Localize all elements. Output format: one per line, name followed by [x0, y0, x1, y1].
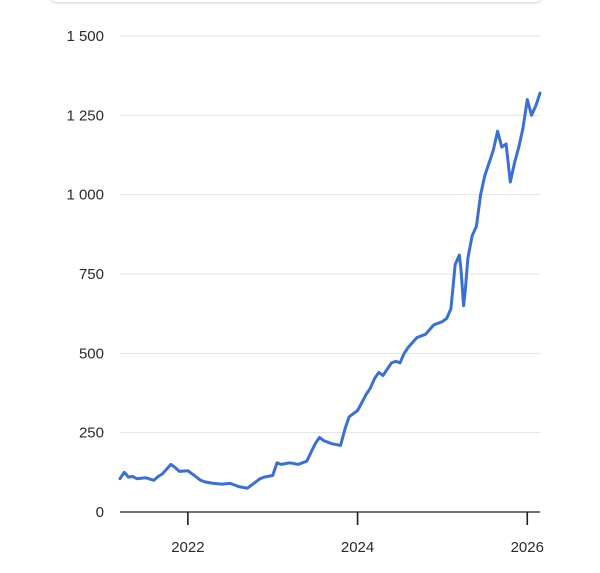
- x-tick-label: 2022: [171, 539, 204, 556]
- x-axis: 2022 2024 2026: [120, 511, 544, 556]
- y-tick-label: 1 250: [66, 107, 104, 124]
- y-tick-label: 1 500: [66, 28, 104, 45]
- y-tick-label: 250: [79, 425, 104, 442]
- top-card-edge: [48, 0, 544, 2]
- series-group: [118, 91, 542, 490]
- x-tick-label: 2026: [511, 539, 544, 556]
- x-tick-label: 2024: [341, 539, 374, 556]
- y-axis: 0 250 500 750 1 000 1 250 1 500: [66, 28, 104, 521]
- y-tick-label: 750: [79, 266, 104, 283]
- y-tick-label: 500: [79, 345, 104, 362]
- series-line: [118, 91, 542, 490]
- gridlines: [120, 35, 540, 434]
- y-tick-label: 0: [96, 504, 104, 521]
- y-tick-label: 1 000: [66, 187, 104, 204]
